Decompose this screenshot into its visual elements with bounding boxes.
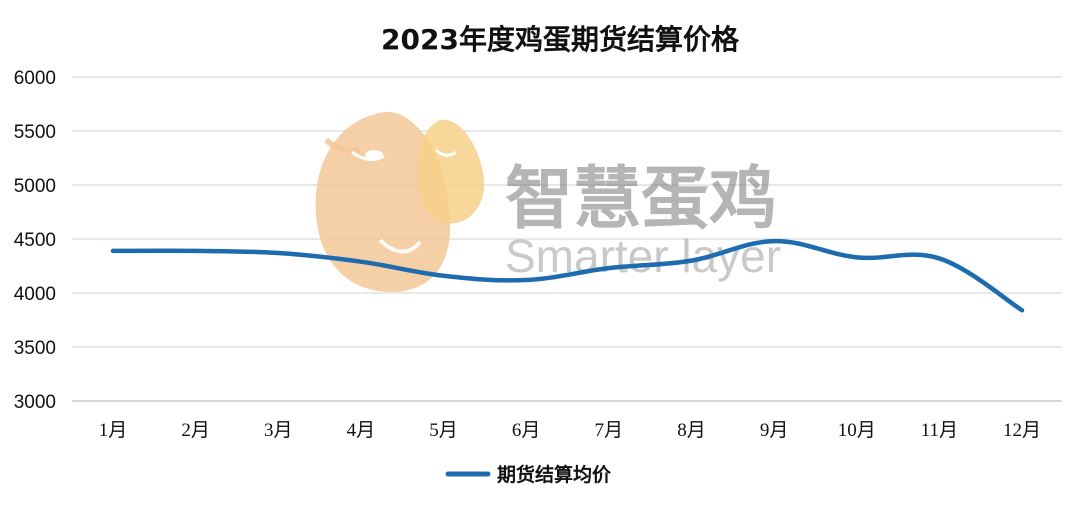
- x-tick-label: 11月: [921, 420, 958, 441]
- x-tick-label: 12月: [1003, 420, 1041, 441]
- x-tick-label: 3月: [264, 420, 293, 441]
- data-point: [277, 252, 279, 254]
- x-tick-label: 6月: [512, 420, 541, 441]
- y-tick-label: 3000: [14, 392, 56, 413]
- series-layer: [110, 238, 1025, 313]
- x-tick-label: 7月: [595, 420, 624, 441]
- chart-title: 2023年度鸡蛋期货结算价格: [381, 23, 740, 56]
- x-tick-label: 4月: [347, 420, 376, 441]
- chick-logo-icon: [315, 111, 485, 292]
- data-point: [856, 256, 858, 258]
- y-tick-label: 4000: [14, 284, 56, 305]
- data-point: [525, 279, 527, 281]
- series-line: [110, 238, 1025, 313]
- data-point: [773, 240, 775, 242]
- x-tick-label: 5月: [429, 420, 458, 441]
- x-tick-label: 1月: [99, 420, 128, 441]
- watermark-brand-cn: 智慧蛋鸡: [505, 160, 777, 239]
- y-tick-label: 6000: [14, 68, 56, 89]
- data-point: [608, 267, 610, 269]
- x-tick-label: 9月: [760, 420, 789, 441]
- x-tick-label: 2月: [181, 420, 210, 441]
- data-point: [1021, 309, 1023, 311]
- grid-lines: [72, 76, 1062, 402]
- y-tick-label: 5500: [14, 122, 56, 143]
- y-axis: 3000 3500 4000 4500 5000 5500 6000: [14, 68, 56, 413]
- y-tick-label: 4500: [14, 230, 56, 251]
- data-point: [195, 250, 197, 252]
- y-tick-label: 5000: [14, 176, 56, 197]
- legend: 期货结算均价: [445, 463, 612, 486]
- x-axis: 1月 2月 3月 4月 5月 6月 7月 8月 9月 10月 11月 12月: [99, 420, 1041, 441]
- y-tick-label: 3500: [14, 338, 56, 359]
- watermark: 智慧蛋鸡 Smarter layer: [315, 111, 781, 292]
- data-point: [443, 275, 445, 277]
- x-tick-label: 10月: [838, 420, 876, 441]
- data-point: [690, 260, 692, 262]
- watermark-brand-en: Smarter layer: [505, 230, 781, 282]
- data-point: [112, 250, 114, 252]
- data-point: [360, 261, 362, 263]
- x-tick-label: 8月: [677, 420, 706, 441]
- data-point: [938, 257, 940, 259]
- legend-label: 期货结算均价: [497, 463, 612, 486]
